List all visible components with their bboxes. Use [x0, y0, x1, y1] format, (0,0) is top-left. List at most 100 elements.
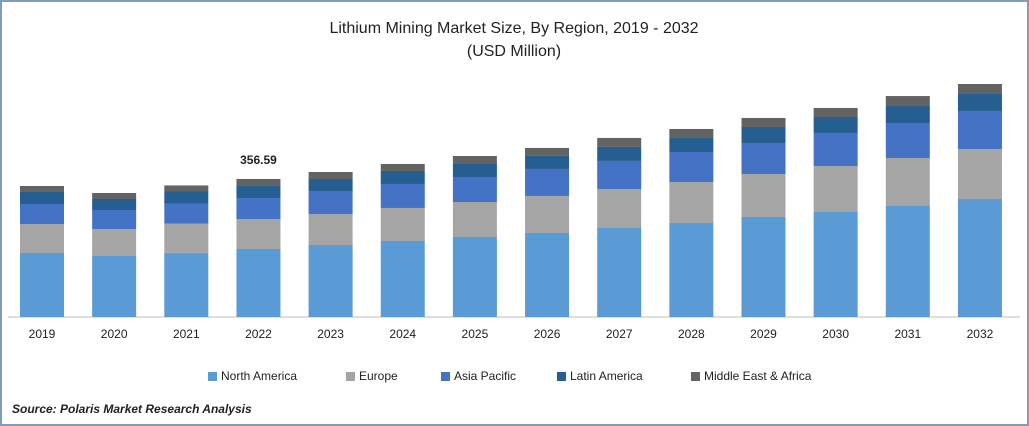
bar-segment — [885, 205, 930, 317]
bar-segment — [813, 116, 858, 133]
bar-segment — [525, 155, 570, 169]
bar-segment — [741, 216, 786, 317]
bar-segment — [308, 191, 353, 215]
bar-segment — [20, 203, 64, 224]
bar-segment — [813, 132, 858, 166]
bar-segment — [885, 96, 930, 107]
bar-segment — [813, 165, 858, 212]
x-tick-label: 2030 — [822, 327, 849, 341]
bar-segment — [957, 148, 1002, 199]
bar-segment — [885, 106, 930, 124]
x-tick-label: 2025 — [462, 327, 489, 341]
legend-swatch — [441, 372, 450, 381]
bar-segment — [236, 178, 281, 186]
bar-segment — [957, 93, 1002, 111]
bar-segment — [380, 183, 425, 208]
bar-segment — [308, 172, 353, 180]
bar-segment — [957, 198, 1002, 317]
chart-subtitle: (USD Million) — [467, 43, 561, 60]
bar-segment — [164, 223, 209, 253]
x-tick-label: 2020 — [101, 327, 128, 341]
bar-segment — [597, 188, 642, 228]
source-note: Source: Polaris Market Research Analysis — [12, 402, 252, 416]
legend-swatch — [208, 372, 217, 381]
bar-segment — [92, 192, 137, 199]
bar-segment — [164, 252, 209, 317]
bar-segment — [813, 211, 858, 317]
x-tick-label: 2022 — [245, 327, 272, 341]
bar-segment — [669, 128, 714, 138]
bar-segment — [741, 117, 786, 128]
x-tick-label: 2021 — [173, 327, 200, 341]
bar-segment — [885, 158, 930, 206]
x-tick-label: 2026 — [534, 327, 561, 341]
bar-segment — [597, 137, 642, 147]
bar-segment — [525, 232, 570, 317]
bar-segment — [813, 107, 858, 117]
bar-segment — [525, 147, 570, 156]
bar-segment — [597, 146, 642, 161]
x-tick-label: 2032 — [967, 327, 994, 341]
bar-segment — [597, 227, 642, 317]
legend-label: Europe — [359, 369, 398, 383]
bar-segment — [380, 163, 425, 171]
bar-segment — [164, 191, 209, 204]
bar-segment — [452, 202, 497, 237]
legend-swatch — [346, 372, 355, 381]
bar-segment — [669, 152, 714, 182]
x-tick-label: 2028 — [678, 327, 705, 341]
bar-segment — [669, 137, 714, 153]
bar-segment — [741, 127, 786, 143]
bar-segment — [525, 168, 570, 196]
legend-label: Latin America — [570, 369, 643, 383]
bar-segment — [236, 197, 281, 220]
bar-segment — [92, 228, 137, 257]
legend-swatch — [691, 372, 700, 381]
bar-segment — [308, 214, 353, 246]
bar-segment — [597, 160, 642, 189]
bar-segment — [380, 240, 425, 317]
bar-segment — [20, 185, 64, 192]
bar-segment — [308, 179, 353, 192]
bar-segment — [20, 223, 64, 253]
x-tick-label: 2023 — [317, 327, 344, 341]
x-tick-label: 2019 — [29, 327, 56, 341]
legend-swatch — [557, 372, 566, 381]
bar-segment — [452, 164, 497, 178]
bar-segment — [957, 84, 1002, 94]
x-tick-label: 2029 — [750, 327, 777, 341]
legend-label: Middle East & Africa — [704, 369, 812, 383]
bar-segment — [885, 123, 930, 159]
bar-segment — [20, 191, 64, 204]
legend-label: Asia Pacific — [454, 369, 516, 383]
x-tick-label: 2031 — [894, 327, 921, 341]
bar-segment — [308, 245, 353, 317]
bar-segment — [525, 195, 570, 233]
bar-segment — [380, 207, 425, 241]
legend-label: North America — [221, 369, 297, 383]
bar-segment — [741, 142, 786, 174]
x-tick-label: 2027 — [606, 327, 633, 341]
bar-segment — [452, 177, 497, 203]
bar-segment — [669, 181, 714, 223]
bar-segment — [669, 222, 714, 317]
bar-segment — [164, 203, 209, 224]
bar-segment — [452, 236, 497, 317]
bar-segment — [236, 185, 281, 198]
bar-segment — [236, 219, 281, 249]
bar-segment — [452, 155, 497, 165]
bar-segment — [741, 173, 786, 217]
bar-segment — [957, 110, 1002, 149]
bar-segment — [236, 248, 281, 317]
total-label: 356.59 — [240, 153, 277, 167]
bar-segment — [164, 185, 209, 192]
bar-segment — [20, 252, 64, 317]
chart-title: Lithium Mining Market Size, By Region, 2… — [329, 20, 698, 37]
bar-segment — [92, 209, 137, 229]
bar-segment — [92, 198, 137, 210]
bar-segment — [92, 256, 137, 317]
bar-segment — [380, 170, 425, 184]
x-tick-label: 2024 — [389, 327, 416, 341]
